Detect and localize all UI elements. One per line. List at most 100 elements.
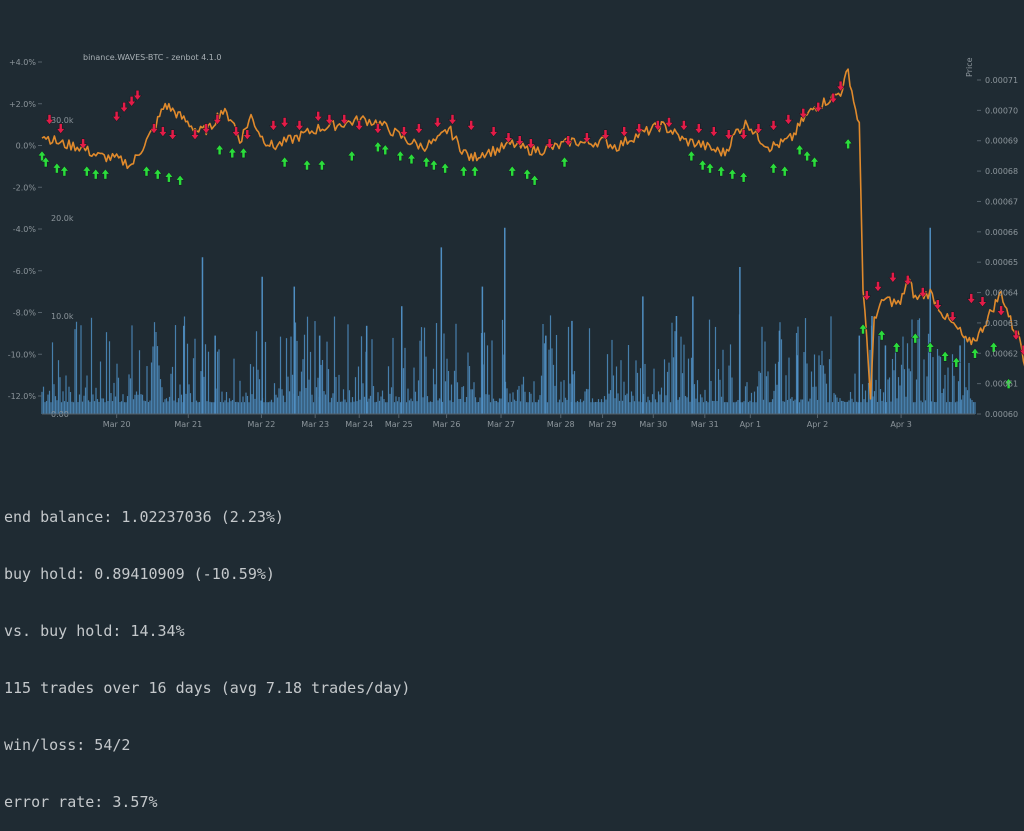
buy-arrow-icon: [717, 166, 725, 176]
backtest-stats: end balance: 1.02237036 (2.23%) buy hold…: [4, 470, 410, 831]
sell-signal: [784, 115, 792, 125]
left-tick-label: -8.0%: [13, 309, 37, 318]
sell-arrow-icon: [415, 124, 423, 134]
buy-arrow-icon: [281, 157, 289, 167]
buy-arrow-icon: [508, 166, 516, 176]
buy-signal: [216, 145, 224, 155]
sell-signal: [355, 121, 363, 131]
sell-arrow-icon: [325, 115, 333, 125]
price-layer: [42, 69, 1024, 399]
buy-arrow-icon: [531, 175, 539, 185]
sell-arrow-icon: [159, 127, 167, 137]
left-tick-label: -12.0%: [8, 392, 37, 401]
buy-arrow-icon: [811, 157, 819, 167]
buy-signal: [165, 172, 173, 182]
price-volume-chart: +4.0%+2.0%0.0%-2.0%-4.0%-6.0%-8.0%-10.0%…: [0, 0, 1024, 440]
sell-signal: [232, 127, 240, 137]
buy-signal: [101, 169, 109, 179]
sell-signal: [57, 124, 65, 134]
price-line: [42, 69, 1024, 399]
sell-signal: [325, 115, 333, 125]
buy-signal: [374, 142, 382, 152]
sell-signal: [934, 300, 942, 310]
buy-signal: [770, 163, 778, 173]
buy-arrow-icon: [523, 169, 531, 179]
sell-signal: [997, 306, 1005, 316]
volume-tick-label: 20.0k: [51, 214, 74, 223]
buy-signal: [523, 169, 531, 179]
buy-arrow-icon: [430, 160, 438, 170]
buy-arrow-icon: [687, 151, 695, 161]
sell-arrow-icon: [232, 127, 240, 137]
sell-arrow-icon: [314, 111, 322, 121]
sell-arrow-icon: [113, 111, 121, 121]
buy-arrow-icon: [422, 157, 430, 167]
sell-arrow-icon: [128, 96, 136, 106]
sell-arrow-icon: [79, 139, 87, 149]
buy-arrow-icon: [396, 151, 404, 161]
left-tick-label: -4.0%: [13, 225, 37, 234]
buy-signal: [228, 148, 236, 158]
sell-arrow-icon: [635, 124, 643, 134]
sell-signal: [374, 124, 382, 134]
buy-signal: [811, 157, 819, 167]
buy-signal: [281, 157, 289, 167]
buy-arrow-icon: [165, 172, 173, 182]
x-tick-label: Mar 30: [639, 420, 667, 429]
buy-arrow-icon: [381, 145, 389, 155]
sell-arrow-icon: [680, 121, 688, 131]
left-tick-label: +4.0%: [9, 58, 36, 67]
buy-signal: [893, 342, 901, 352]
sell-signal: [967, 294, 975, 304]
sell-signal: [449, 115, 457, 125]
buy-signal: [699, 160, 707, 170]
right-tick-label: 0.00069: [985, 137, 1018, 146]
buy-arrow-icon: [83, 166, 91, 176]
buy-arrow-icon: [893, 342, 901, 352]
sell-arrow-icon: [997, 306, 1005, 316]
buy-signal: [687, 151, 695, 161]
volume-tick-label: 10.0k: [51, 312, 74, 321]
sell-arrow-icon: [770, 121, 778, 131]
buy-signal: [60, 166, 68, 176]
buy-arrow-icon: [740, 172, 748, 182]
volume-layer: [42, 228, 975, 414]
buy-signal: [803, 151, 811, 161]
sell-signal: [799, 108, 807, 118]
buy-arrow-icon: [728, 169, 736, 179]
sell-arrow-icon: [269, 121, 277, 131]
x-tick-label: Mar 29: [589, 420, 617, 429]
buy-signal: [143, 166, 151, 176]
buy-signal: [781, 166, 789, 176]
sell-signal: [113, 111, 121, 121]
sell-arrow-icon: [400, 127, 408, 137]
sell-signal: [635, 124, 643, 134]
buy-signal: [240, 148, 248, 158]
sell-arrow-icon: [784, 115, 792, 125]
sell-signal: [134, 90, 142, 100]
sell-arrow-icon: [979, 297, 987, 307]
buy-arrow-icon: [176, 175, 184, 185]
buy-arrow-icon: [348, 151, 356, 161]
buy-signal: [740, 172, 748, 182]
sell-signal: [680, 121, 688, 131]
sell-signal: [269, 121, 277, 131]
right-tick-label: 0.00063: [985, 319, 1018, 328]
buy-signal: [471, 166, 479, 176]
stat-error-rate: error rate: 3.57%: [4, 793, 410, 812]
sell-signal: [159, 127, 167, 137]
buy-arrow-icon: [941, 351, 949, 361]
x-tick-label: Apr 2: [807, 420, 828, 429]
sell-signal: [1012, 330, 1020, 340]
sell-arrow-icon: [296, 121, 304, 131]
sell-arrow-icon: [449, 115, 457, 125]
sell-arrow-icon: [799, 108, 807, 118]
sell-arrow-icon: [583, 133, 591, 143]
right-tick-label: 0.00062: [985, 349, 1018, 358]
right-tick-label: 0.00061: [985, 380, 1018, 389]
sell-signal: [695, 124, 703, 134]
buy-arrow-icon: [240, 148, 248, 158]
buy-signal: [381, 145, 389, 155]
buy-signal: [154, 169, 162, 179]
